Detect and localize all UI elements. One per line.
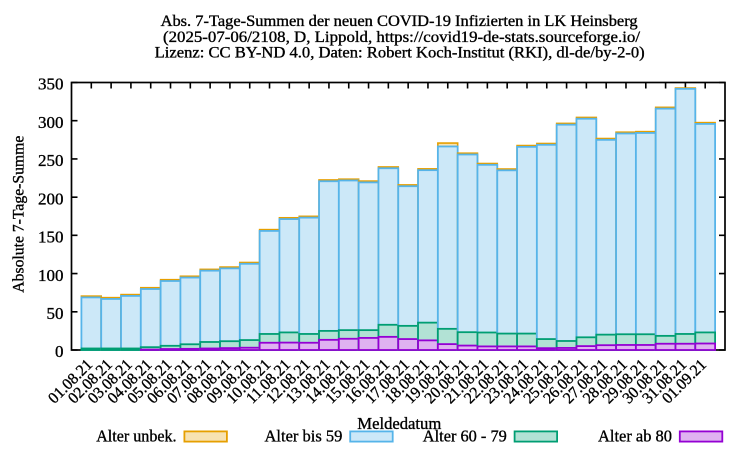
svg-text:50: 50 [47,304,64,323]
svg-text:Alter 60 - 79: Alter 60 - 79 [423,427,507,446]
svg-text:350: 350 [38,75,64,94]
svg-text:Alter ab 80: Alter ab 80 [598,427,672,446]
svg-text:Alter unbek.: Alter unbek. [96,427,176,446]
svg-text:(2025-07-06/2108, D, Lippold,: (2025-07-06/2108, D, Lippold, https://co… [163,29,641,46]
svg-text:Alter bis 59: Alter bis 59 [265,427,343,446]
svg-text:Lizenz: CC BY-ND 4.0, Daten: R: Lizenz: CC BY-ND 4.0, Daten: Robert Koch… [155,45,645,62]
svg-text:Absolute 7-Tage-Summe: Absolute 7-Tage-Summe [11,136,28,293]
svg-text:100: 100 [38,266,64,285]
svg-text:Abs. 7-Tage-Summen der neuen C: Abs. 7-Tage-Summen der neuen COVID-19 In… [161,13,638,30]
svg-text:300: 300 [38,113,64,132]
svg-text:150: 150 [38,228,64,247]
svg-text:250: 250 [38,151,64,170]
svg-text:200: 200 [38,189,64,208]
svg-text:0: 0 [55,342,64,361]
